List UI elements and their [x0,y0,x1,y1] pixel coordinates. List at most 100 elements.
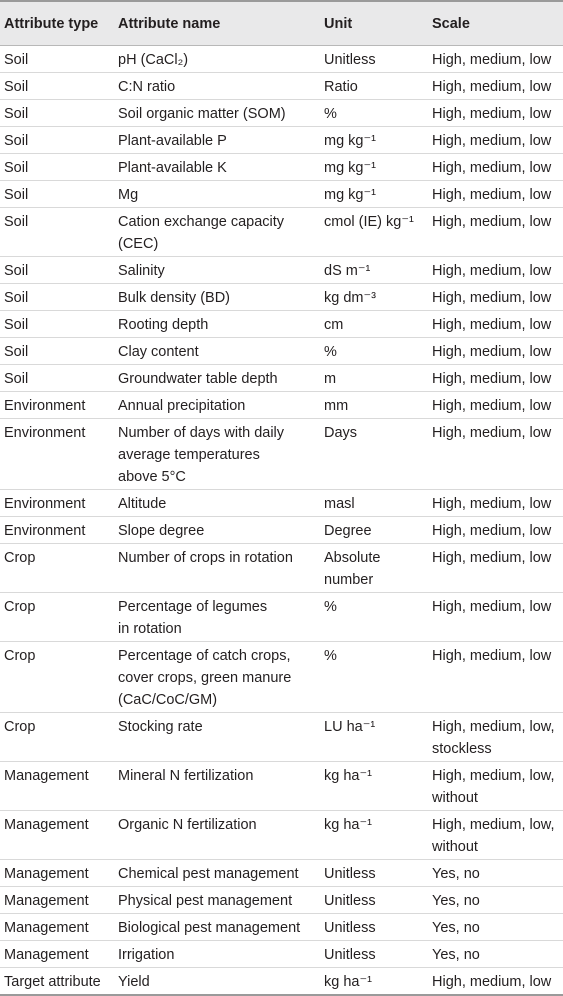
cell-attribute-name: Cation exchange capacity (CEC) [118,214,285,252]
cell-scale: High, medium, low [432,133,552,149]
table-row: Environment Slope degree Degree High, mediu… [0,517,563,544]
cell-attribute-name: Mg [118,187,139,203]
cell-unit: mm [324,398,349,414]
cell-scale: High, medium, low [432,52,552,68]
cell-unit: LU ha⁻¹ [324,719,376,735]
cell-unit: Unitless [324,866,376,882]
cell-attribute-type: Soil [4,79,29,95]
table-row: Soil Clay content% High, medium, low [0,338,563,365]
header-row: Attribute type Attribute name Unit Scale [0,1,563,46]
cell-unit: kg ha⁻¹ [324,817,372,833]
cell-attribute-type: Soil [4,290,29,306]
table-row: Soil Plant-available K mg kg⁻¹ High, medium… [0,154,563,181]
cell-unit: Unitless [324,947,376,963]
cell-scale: High, medium, low, without [432,817,555,855]
table-row: Soil Plant-available P mg kg⁻¹ High, medium… [0,127,563,154]
cell-scale: Yes, no [432,893,480,909]
cell-attribute-name: Number of crops in rotation [118,550,293,566]
cell-unit: % [324,106,337,122]
cell-attribute-type: Management [4,893,89,909]
cell-unit: Unitless [324,893,376,909]
cell-scale: High, medium, low [432,496,552,512]
cell-attribute-type: Management [4,947,89,963]
table-row: Soil pH (CaCl₂) Unitless High, medium, low [0,46,563,73]
cell-attribute-name: Organic N fertilization [118,817,257,833]
cell-scale: High, medium, low [432,550,552,566]
cell-attribute-name: C:N ratio [118,79,176,95]
cell-attribute-name: Number of days with daily average temper… [118,425,285,485]
table-row: Environment Annual precipitation mm High, m… [0,392,563,419]
table-row: Management Organic N fertilization kg ha⁻¹… [0,811,563,860]
cell-unit: % [324,599,337,615]
cell-attribute-type: Environment [4,523,86,539]
cell-unit: kg dm⁻³ [324,290,376,306]
cell-scale: High, medium, low [432,214,552,230]
cell-unit: kg ha⁻¹ [324,768,372,784]
table-row: Crop Stocking rate LU ha⁻¹ High, medium, lo… [0,713,563,762]
cell-attribute-type: Crop [4,550,36,566]
cell-attribute-type: Soil [4,133,29,149]
cell-unit: Unitless [324,920,376,936]
cell-attribute-type: Environment [4,398,86,414]
cell-scale: High, medium, low [432,79,552,95]
cell-unit: Days [324,425,358,441]
cell-attribute-name: Biological pest management [118,920,301,936]
cell-unit: Ratio [324,79,358,95]
table-header: Attribute type Attribute name Unit Scale [0,1,563,46]
table-row: Crop Number of crops in rotation Absolute … [0,544,563,593]
table-row: Crop Percentage of catch crops, cover cro… [0,642,563,713]
cell-unit: Absolute number [324,550,381,588]
cell-scale: High, medium, low [432,523,552,539]
cell-unit: m [324,371,337,387]
header-attribute-name: Attribute name [118,16,221,32]
table-row: Soil C:N ratio Ratio High, medium, low [0,73,563,100]
cell-unit: % [324,648,337,664]
cell-attribute-name: Rooting depth [118,317,209,333]
cell-attribute-name: Stocking rate [118,719,203,735]
cell-unit: mg kg⁻¹ [324,160,376,176]
cell-scale: Yes, no [432,947,480,963]
cell-attribute-name: Bulk density (BD) [118,290,231,306]
table-row: Management Biological pest management Unit… [0,914,563,941]
cell-scale: High, medium, low [432,290,552,306]
cell-unit: Degree [324,523,372,539]
table-row: Management Irrigation Unitless Yes, no [0,941,563,968]
cell-attribute-name: Altitude [118,496,167,512]
cell-unit: Unitless [324,52,376,68]
cell-unit: dS m⁻¹ [324,263,371,279]
cell-attribute-name: Percentage of legumes in rotation [118,599,268,637]
cell-scale: High, medium, low [432,317,552,333]
cell-attribute-name: Percentage of catch crops, cover crops, … [118,648,292,708]
cell-attribute-name: Annual precipitation [118,398,246,414]
cell-attribute-type: Soil [4,214,29,230]
cell-attribute-name: Groundwater table depth [118,371,278,387]
cell-unit: cm [324,317,344,333]
cell-attribute-type: Environment [4,496,86,512]
table-row: Soil Rooting depth cm High, medium, low [0,311,563,338]
cell-scale: High, medium, low [432,425,552,441]
cell-unit: mg kg⁻¹ [324,133,376,149]
cell-attribute-type: Soil [4,344,29,360]
cell-attribute-type: Crop [4,719,36,735]
cell-scale: Yes, no [432,866,480,882]
cell-attribute-type: Management [4,866,89,882]
cell-attribute-type: Soil [4,52,29,68]
table-row: Soil Cation exchange capacity (CEC) cmol (… [0,208,563,257]
cell-scale: High, medium, low [432,648,552,664]
table-row: Soil Mg mg kg⁻¹ High, medium, low [0,181,563,208]
cell-unit: mg kg⁻¹ [324,187,376,203]
cell-scale: High, medium, low [432,974,552,990]
cell-scale: High, medium, low [432,263,552,279]
cell-attribute-type: Soil [4,371,29,387]
cell-attribute-name: Physical pest management [118,893,293,909]
cell-scale: High, medium, low [432,187,552,203]
cell-attribute-name: Mineral N fertilization [118,768,254,784]
header-unit: Unit [324,16,353,32]
cell-scale: High, medium, low [432,106,552,122]
cell-scale: High, medium, low, stockless [432,719,555,757]
cell-scale: High, medium, low [432,344,552,360]
cell-attribute-type: Soil [4,106,29,122]
table-row: Soil Groundwater table depth m High, medium… [0,365,563,392]
cell-attribute-name: Plant-available P [118,133,227,149]
